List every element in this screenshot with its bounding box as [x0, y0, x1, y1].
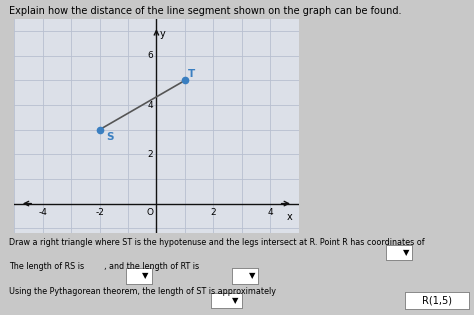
Text: S: S: [107, 132, 114, 142]
Text: 6: 6: [147, 51, 153, 60]
Text: 2: 2: [210, 208, 216, 217]
Text: -2: -2: [95, 208, 104, 217]
Text: ▼: ▼: [231, 296, 238, 305]
Text: T: T: [188, 69, 195, 79]
Text: 4: 4: [267, 208, 273, 217]
Text: Draw a right triangle where ST is the hypotenuse and the legs intersect at R. Po: Draw a right triangle where ST is the hy…: [9, 238, 425, 247]
Text: Using the Pythagorean theorem, the length of ST is approximately: Using the Pythagorean theorem, the lengt…: [9, 287, 276, 296]
Text: O: O: [146, 208, 153, 217]
Text: 4: 4: [147, 100, 153, 110]
Text: R(1,5): R(1,5): [422, 296, 452, 306]
Text: 2: 2: [147, 150, 153, 159]
Text: ▼: ▼: [142, 272, 148, 280]
Text: ▼: ▼: [403, 248, 409, 257]
Text: y: y: [160, 29, 165, 39]
Text: The length of RS is        , and the length of RT is: The length of RS is , and the length of …: [9, 262, 200, 271]
Text: Explain how the distance of the line segment shown on the graph can be found.: Explain how the distance of the line seg…: [9, 6, 402, 16]
Text: x: x: [287, 212, 293, 222]
Text: ▼: ▼: [249, 272, 255, 280]
Text: -4: -4: [38, 208, 47, 217]
